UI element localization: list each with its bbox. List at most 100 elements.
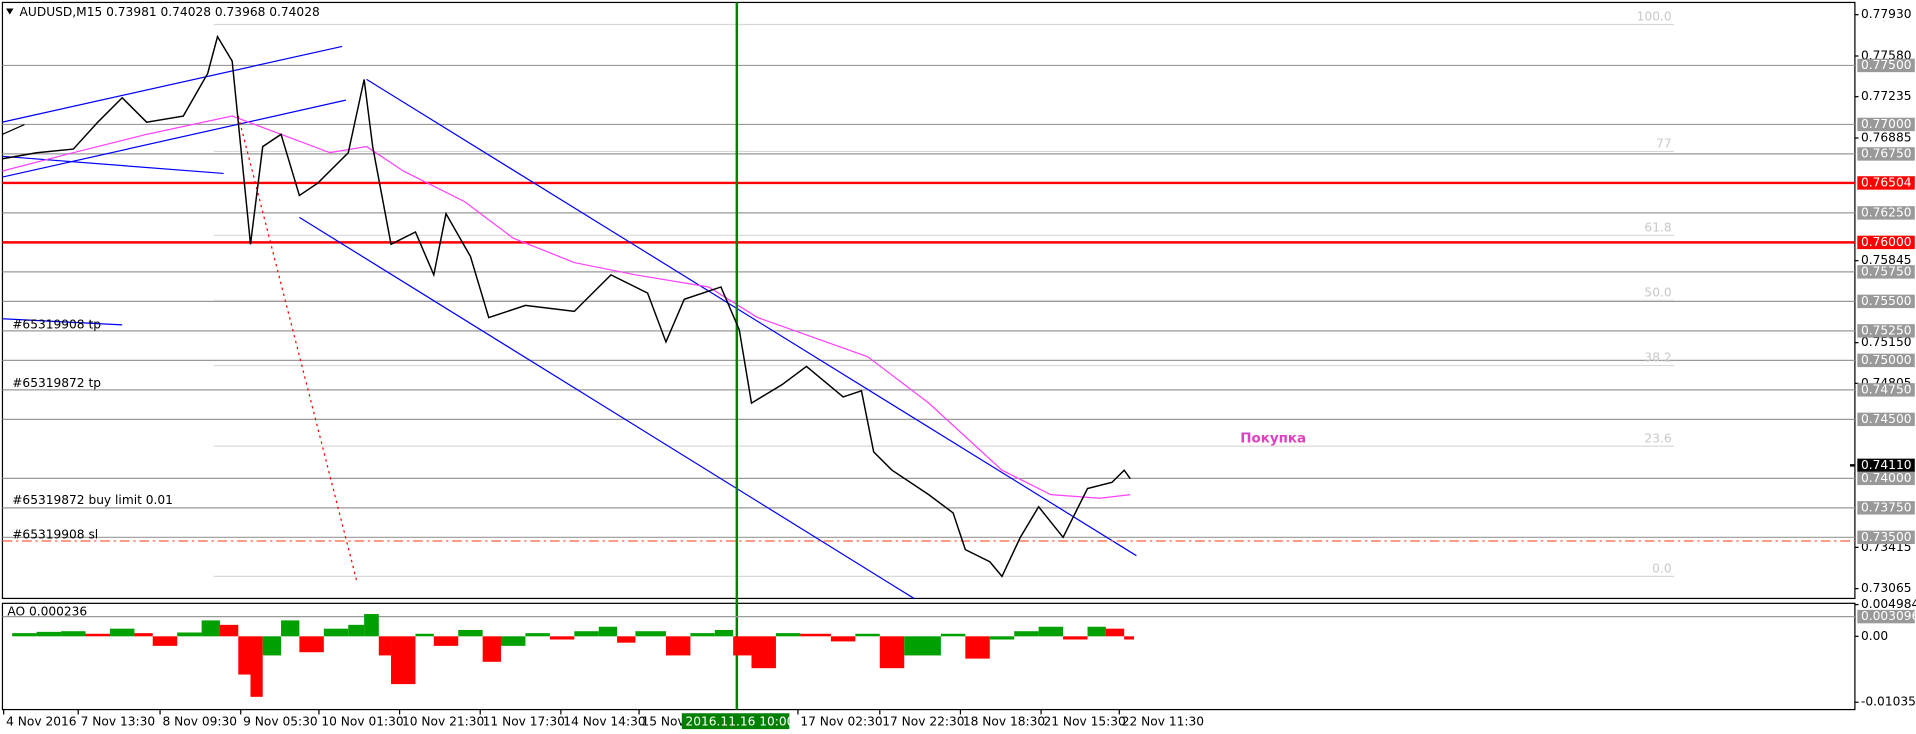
levels [2,23,1855,577]
fibo-label: 77 [1656,137,1672,151]
ao-bar [378,636,392,656]
ao-bar [1014,631,1039,637]
ao-bar [177,632,202,637]
ao-bar [800,633,831,637]
ao-bar [391,636,416,685]
header-value: 0.73968 [215,5,265,19]
ao-bar [965,636,990,659]
level-label: 0.74750 [1861,382,1911,396]
ao-bar [134,633,153,637]
time-label: 17 Nov 02:30 [800,714,882,728]
level-label: 0.75250 [1861,323,1911,337]
ao-bar [299,636,324,653]
drawings [2,2,1855,710]
ao-bar [281,620,300,637]
ao-bar [879,636,905,669]
level-label: 0.73750 [1861,500,1911,514]
ao-bar [61,631,86,637]
level-box [1857,235,1915,250]
moving-average [2,115,1131,499]
channel-line [2,155,224,175]
current-time-box [681,713,790,730]
level-label: 0.76000 [1861,235,1911,249]
ao-bar [323,628,349,637]
channel-line [2,318,123,326]
level-label: 0.74500 [1861,412,1911,426]
ao-bar [1063,636,1088,640]
level-box [1857,353,1915,368]
time-label: 9 Nov 05:30 [243,714,318,728]
ao-bar [574,631,599,637]
ao-bar [989,636,1015,640]
ao-bar [250,636,263,697]
ao-bar [830,636,856,642]
time-label: 10 Nov 01:30 [321,714,403,728]
ao-bar [690,633,715,637]
ao-tick-label: -0.01035 [1861,695,1916,709]
ao-bar [201,620,220,637]
time-label: 21 Nov 15:30 [1044,714,1126,728]
ao-tick-label: 0.004984 [1861,597,1916,611]
fibo-label: 0.0 [1652,562,1671,576]
level-label: 0.76750 [1861,146,1911,160]
ao-bar [219,624,239,637]
ao-bar [549,636,575,640]
ao-bar [665,636,691,656]
ao-bar [109,628,135,637]
header-value: 0.73981 [106,5,156,19]
ao-tick-label: 0.00 [1861,629,1888,643]
channel-line [2,99,346,178]
time-label: 10 Nov 21:30 [402,714,484,728]
level-box [1857,471,1915,486]
level-box [1857,58,1915,73]
ao-bar [904,636,941,656]
level-label: 0.77000 [1861,117,1911,131]
price-line [2,34,1131,578]
time-label: 4 Nov 2016 [6,714,76,728]
ao-bar [500,636,526,646]
ao-bar [733,636,752,656]
fibo-label: 38.2 [1644,351,1671,365]
ao-bar [775,633,801,637]
fibo-label: 100.0 [1637,10,1672,24]
price-tick-label: 0.75845 [1861,253,1911,267]
time-label: 22 Nov 11:30 [1122,714,1204,728]
header-value: 0.74028 [269,5,319,19]
ao-bar [1124,636,1134,640]
level-label: 0.74000 [1861,471,1911,485]
time-label: 11 Nov 17:30 [483,714,565,728]
price-tick-label: 0.77930 [1861,7,1911,21]
fibo-label: 61.8 [1644,220,1671,234]
ao-bar [525,633,550,637]
bid-label: 0.74110 [1861,458,1911,472]
ao-bar [1038,626,1064,637]
order-label: #65319908 sl [12,527,98,541]
level-box [1857,324,1915,338]
header: AUDUSD,M15 0.73981 0.74028 0.73968 0.740… [20,5,320,19]
level-box [1857,294,1915,309]
channel-line [366,78,1137,557]
ao-bar [238,636,251,675]
ao-bar [458,629,483,637]
ao-current-box [1857,609,1915,624]
price-tick-label: 0.76885 [1861,130,1911,144]
level-box [1857,265,1915,279]
ao-label: AO 0.000236 [7,604,87,618]
level-label: 0.75500 [1861,294,1911,308]
level-box [1857,501,1915,515]
level-label: 0.76250 [1861,205,1911,219]
level-box [1857,117,1915,132]
time-label: 15 Nov [642,714,685,728]
menu-arrow[interactable] [6,8,14,15]
bid-box [1857,458,1915,473]
ao-bar [415,633,434,637]
price-tick-label: 0.77235 [1861,89,1911,103]
channel-line [299,216,915,599]
level-box [1857,530,1915,545]
ao-bar [433,636,459,646]
time-label: 17 Nov 22:30 [882,714,964,728]
annotation: Покупка [1240,431,1306,446]
header-value: 0.74028 [161,5,211,19]
